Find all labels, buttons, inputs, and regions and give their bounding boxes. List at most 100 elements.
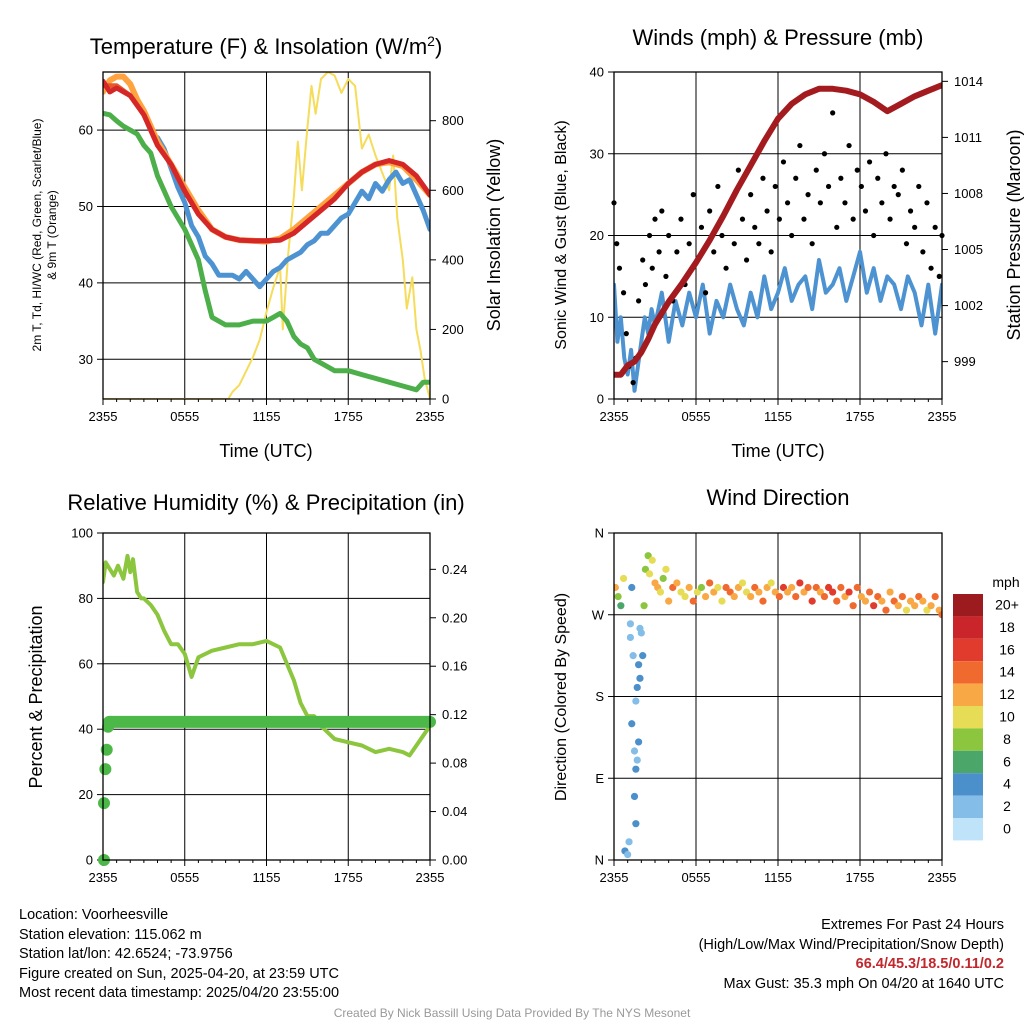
temp-xtick-label: 2355 (89, 409, 118, 424)
dir-point (731, 593, 738, 600)
wind-panel: 2355 0555 1155 1755 2355 0 10 20 30 40 999 1002 1005… (590, 65, 983, 425)
rh-panel: 2355 0555 1155 1755 2355 0 20 40 60 80 100 0.00 0.04… (71, 526, 467, 886)
wind-gust-point (769, 249, 774, 254)
dir-ytick-label: S (595, 689, 604, 704)
dir-point (759, 598, 766, 605)
wind-gust-point (777, 217, 782, 222)
dir-legend-label: 10 (999, 709, 1015, 725)
dir-point (634, 684, 641, 691)
wind-y2tick-label: 1011 (954, 130, 982, 145)
rh-y2tick-label: 0.24 (442, 562, 467, 577)
dir-legend-swatch (953, 616, 983, 638)
rh-y2tick-label: 0.20 (442, 610, 467, 625)
wind-gust-point (933, 225, 938, 230)
wind-gust-point (887, 217, 892, 222)
wind-y2tick-label: 1005 (954, 242, 983, 257)
wind-gust-point (631, 380, 636, 385)
dir-point (657, 588, 664, 595)
dir-point (636, 625, 643, 632)
rh-xtick-label: 2355 (89, 870, 118, 885)
rh-xtick-label: 0555 (170, 870, 199, 885)
wind-y2label: Station Pressure (Maroon) (1004, 129, 1024, 340)
wind-gust-point (636, 298, 641, 303)
wind-gust-point (666, 233, 671, 238)
dir-xtick-label: 1155 (764, 870, 792, 885)
wind-ytick-label: 20 (590, 228, 604, 243)
dir-point (845, 588, 852, 595)
temp-panel: 2355 0555 1155 1755 235530405060020040060080… (79, 72, 464, 424)
wind-gust-point (756, 241, 761, 246)
wind-gust-point (838, 176, 843, 181)
max-gust-text: Max Gust: 35.3 mph On 04/20 at 1640 UTC (699, 975, 1004, 995)
dir-point (639, 652, 646, 659)
dir-title: Wind Direction (706, 485, 849, 510)
dir-legend-swatch (953, 706, 983, 728)
dir-point (630, 652, 637, 659)
wind-gust-point (687, 241, 692, 246)
wind-gust-point (624, 331, 629, 336)
wind-gust-point (830, 110, 835, 115)
dir-point (632, 820, 639, 827)
rh-xtick-label: 2355 (416, 870, 445, 885)
credit-text: Created By Nick Bassill Using Data Provi… (0, 1006, 1024, 1020)
extremes-subtitle: (High/Low/Max Wind/Precipitation/Snow De… (699, 936, 1004, 956)
dir-legend-swatch (953, 684, 983, 706)
dir-ytick-label: E (595, 771, 604, 786)
dir-point (631, 793, 638, 800)
wind-xtick-label: 2355 (600, 409, 629, 424)
wind-gust-point (740, 217, 745, 222)
dir-point (768, 579, 775, 586)
temp-y2tick-label: 600 (442, 183, 464, 198)
dir-point (702, 593, 709, 600)
dir-point (837, 584, 844, 591)
wind-gust-point (920, 249, 925, 254)
wind-gust-point (863, 208, 868, 213)
dir-point (911, 602, 918, 609)
dir-point (627, 634, 634, 641)
dir-point (673, 579, 680, 586)
rh-ylabel: Percent & Precipitation (26, 605, 46, 788)
wind-ytick-label: 30 (590, 146, 604, 161)
wind-gust-point (617, 266, 622, 271)
wind-gust-point (892, 184, 897, 189)
dir-point (747, 593, 754, 600)
rh-ytick-label: 20 (79, 787, 93, 802)
dir-point (635, 738, 642, 745)
rh-ytick-label: 80 (79, 591, 93, 606)
rh-precip-point (99, 763, 111, 775)
wind-xtick-label: 0555 (682, 409, 711, 424)
wind-gust-point (883, 151, 888, 156)
temp-ylabel-line2: & 9m T (Orange) (45, 190, 59, 280)
wind-ylabel: Sonic Wind & Gust (Blue, Black) (553, 120, 570, 349)
wind-gust-point (904, 241, 909, 246)
wind-gust-point (879, 200, 884, 205)
wind-gust-point (643, 282, 648, 287)
dir-legend-label: 14 (999, 664, 1015, 680)
dir-point (665, 598, 672, 605)
rh-ytick-label: 100 (71, 526, 93, 541)
wind-gust-point (614, 241, 619, 246)
dir-point (932, 593, 939, 600)
temp-y2label: Solar Insolation (Yellow) (484, 139, 504, 331)
wind-xtick-label: 1755 (846, 409, 875, 424)
wind-y2tick-label: 1002 (954, 298, 983, 313)
wind-gust-point (937, 274, 942, 279)
dir-legend-swatch (953, 639, 983, 661)
dir-point (850, 602, 857, 609)
temp-y2tick-label: 400 (442, 252, 464, 267)
dir-ytick-label: N (595, 526, 604, 541)
dir-point (886, 588, 893, 595)
wind-gust-point (674, 249, 679, 254)
wind-gust-point (801, 217, 806, 222)
wind-gust-point (652, 217, 657, 222)
wind-xlabel: Time (UTC) (731, 441, 824, 461)
wind-gust-point (659, 208, 664, 213)
dir-panel: 2355 0555 1155 1755 2355NESWN (592, 526, 957, 886)
location-text: Location: Voorheesville (19, 906, 339, 926)
dir-point (903, 607, 910, 614)
wind-gust-point (855, 168, 860, 173)
dir-point (628, 720, 635, 727)
wind-gust-point (822, 151, 827, 156)
wind-gust-point (785, 200, 790, 205)
rh-xtick-label: 1155 (253, 870, 281, 885)
